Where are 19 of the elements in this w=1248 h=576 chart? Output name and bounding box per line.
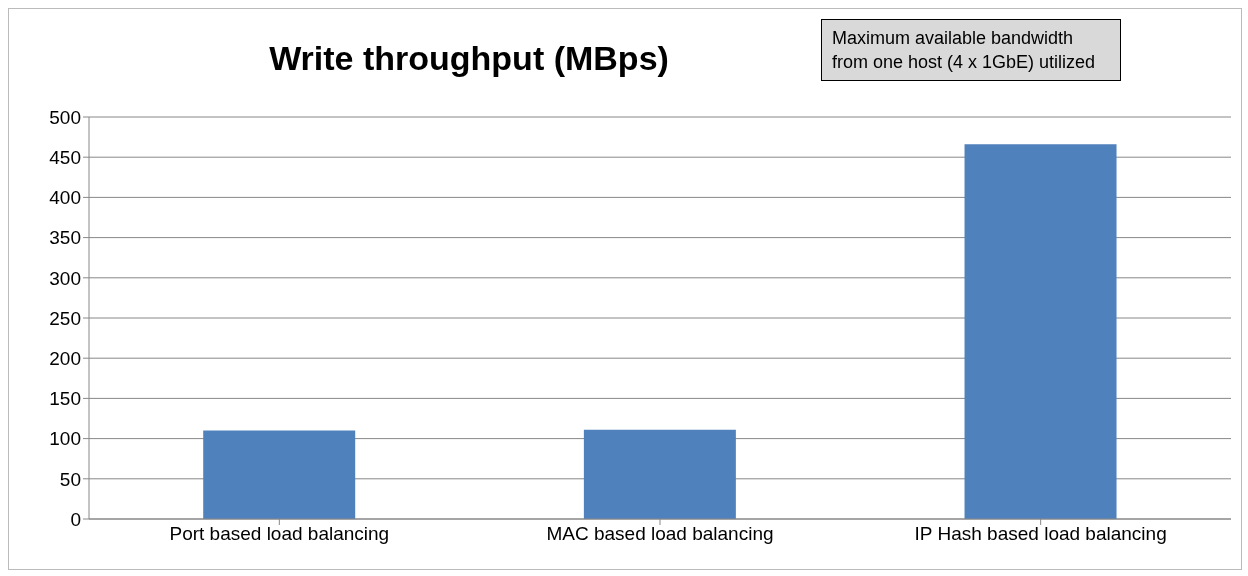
y-tick-label: 250 <box>49 307 81 329</box>
x-tick-label: MAC based load balancing <box>546 523 774 545</box>
chart-title: Write throughput (MBps) <box>269 39 669 77</box>
y-tick-label: 200 <box>49 347 81 369</box>
y-tick-label: 400 <box>49 187 81 209</box>
y-tick-label: 450 <box>49 146 81 168</box>
y-tick-label: 50 <box>59 468 81 490</box>
y-tick-label: 0 <box>70 508 81 530</box>
bar <box>583 429 736 519</box>
y-tick-label: 500 <box>49 106 81 128</box>
x-tick-label: IP Hash based load balancing <box>914 523 1167 545</box>
bar <box>203 430 356 519</box>
y-tick-label: 350 <box>49 227 81 249</box>
text: Maximum available bandwidth from one host (4 x 1GbE) utilized <box>821 19 1121 81</box>
x-tick-label: Port based load balancing <box>169 523 390 545</box>
y-tick-label: 100 <box>49 428 81 450</box>
y-tick-label: 150 <box>49 388 81 410</box>
y-tick-label: 300 <box>49 267 81 289</box>
bar <box>964 144 1117 519</box>
